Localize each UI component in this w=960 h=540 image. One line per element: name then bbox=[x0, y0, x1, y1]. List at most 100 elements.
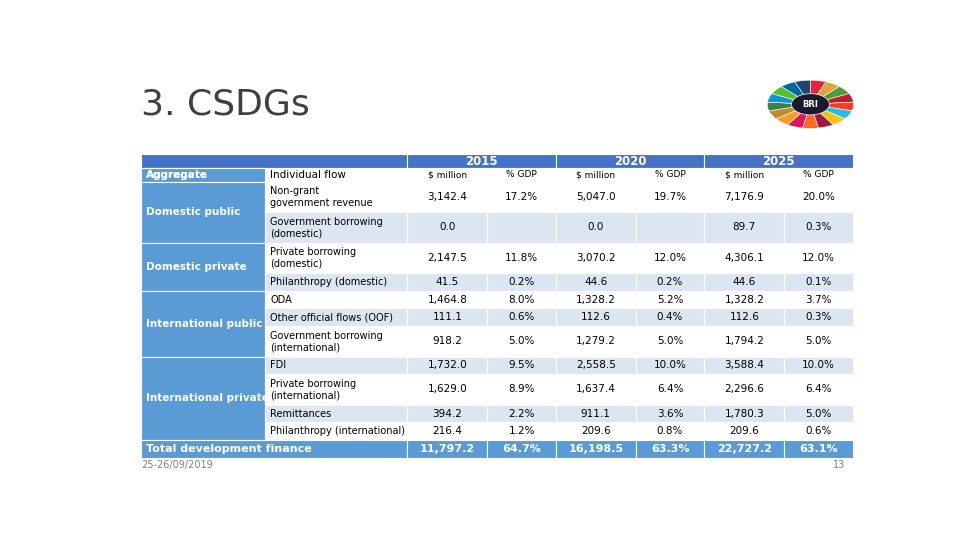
FancyBboxPatch shape bbox=[141, 440, 407, 458]
Text: Non-grant
government revenue: Non-grant government revenue bbox=[270, 186, 372, 208]
Text: Philanthropy (international): Philanthropy (international) bbox=[270, 426, 405, 436]
FancyBboxPatch shape bbox=[556, 404, 636, 422]
Text: 2.2%: 2.2% bbox=[509, 409, 535, 419]
Text: 17.2%: 17.2% bbox=[505, 192, 539, 202]
Text: 0.0: 0.0 bbox=[588, 222, 604, 232]
FancyBboxPatch shape bbox=[265, 181, 407, 212]
FancyBboxPatch shape bbox=[705, 291, 784, 308]
FancyBboxPatch shape bbox=[636, 168, 705, 181]
Text: 111.1: 111.1 bbox=[432, 312, 463, 322]
FancyBboxPatch shape bbox=[784, 326, 852, 356]
Text: 5,047.0: 5,047.0 bbox=[576, 192, 615, 202]
Text: $ million: $ million bbox=[576, 170, 615, 179]
FancyBboxPatch shape bbox=[636, 374, 705, 404]
Text: 0.0: 0.0 bbox=[439, 222, 456, 232]
Text: 41.5: 41.5 bbox=[436, 277, 459, 287]
Text: 1,464.8: 1,464.8 bbox=[427, 295, 468, 305]
FancyBboxPatch shape bbox=[705, 326, 784, 356]
FancyBboxPatch shape bbox=[705, 404, 784, 422]
FancyBboxPatch shape bbox=[407, 154, 556, 168]
Text: Aggregate: Aggregate bbox=[146, 170, 208, 180]
FancyBboxPatch shape bbox=[556, 181, 636, 212]
Wedge shape bbox=[772, 86, 810, 104]
FancyBboxPatch shape bbox=[784, 374, 852, 404]
FancyBboxPatch shape bbox=[407, 273, 488, 291]
FancyBboxPatch shape bbox=[265, 212, 407, 242]
Text: % GDP: % GDP bbox=[655, 170, 685, 179]
FancyBboxPatch shape bbox=[705, 422, 784, 440]
FancyBboxPatch shape bbox=[636, 422, 705, 440]
FancyBboxPatch shape bbox=[556, 356, 636, 374]
Wedge shape bbox=[776, 104, 810, 125]
FancyBboxPatch shape bbox=[636, 440, 705, 458]
Text: 2025: 2025 bbox=[762, 154, 795, 167]
Text: 5.2%: 5.2% bbox=[657, 295, 684, 305]
Wedge shape bbox=[767, 102, 810, 111]
FancyBboxPatch shape bbox=[556, 422, 636, 440]
Wedge shape bbox=[810, 104, 845, 125]
Wedge shape bbox=[767, 93, 810, 104]
Text: International private: International private bbox=[146, 393, 269, 403]
Text: 1,637.4: 1,637.4 bbox=[576, 384, 615, 394]
Wedge shape bbox=[810, 93, 853, 104]
Text: Private borrowing
(international): Private borrowing (international) bbox=[270, 379, 356, 400]
Text: 12.0%: 12.0% bbox=[654, 253, 686, 263]
Text: 44.6: 44.6 bbox=[732, 277, 756, 287]
Text: 216.4: 216.4 bbox=[432, 426, 463, 436]
Text: 10.0%: 10.0% bbox=[802, 360, 835, 370]
FancyBboxPatch shape bbox=[636, 356, 705, 374]
FancyBboxPatch shape bbox=[556, 154, 705, 168]
Text: 2015: 2015 bbox=[466, 154, 498, 167]
FancyBboxPatch shape bbox=[636, 273, 705, 291]
FancyBboxPatch shape bbox=[784, 181, 852, 212]
Text: Remittances: Remittances bbox=[270, 409, 331, 419]
Text: Individual flow: Individual flow bbox=[270, 170, 346, 180]
FancyBboxPatch shape bbox=[141, 168, 265, 181]
Text: $ million: $ million bbox=[428, 170, 467, 179]
FancyBboxPatch shape bbox=[265, 308, 407, 326]
Text: 3,588.4: 3,588.4 bbox=[725, 360, 764, 370]
FancyBboxPatch shape bbox=[488, 181, 556, 212]
FancyBboxPatch shape bbox=[407, 374, 488, 404]
Text: 1.2%: 1.2% bbox=[509, 426, 535, 436]
Wedge shape bbox=[810, 82, 839, 104]
FancyBboxPatch shape bbox=[488, 440, 556, 458]
Text: 89.7: 89.7 bbox=[732, 222, 756, 232]
Text: 112.6: 112.6 bbox=[730, 312, 759, 322]
FancyBboxPatch shape bbox=[556, 212, 636, 242]
Text: 44.6: 44.6 bbox=[585, 277, 608, 287]
Text: 2020: 2020 bbox=[613, 154, 646, 167]
FancyBboxPatch shape bbox=[784, 273, 852, 291]
Text: 19.7%: 19.7% bbox=[654, 192, 686, 202]
FancyBboxPatch shape bbox=[556, 291, 636, 308]
FancyBboxPatch shape bbox=[556, 168, 636, 181]
FancyBboxPatch shape bbox=[488, 242, 556, 273]
Text: 8.0%: 8.0% bbox=[509, 295, 535, 305]
Text: Other official flows (OOF): Other official flows (OOF) bbox=[270, 312, 394, 322]
Text: 2,296.6: 2,296.6 bbox=[725, 384, 764, 394]
Text: % GDP: % GDP bbox=[804, 170, 834, 179]
Text: 11,797.2: 11,797.2 bbox=[420, 444, 475, 454]
Text: Aggregate: Aggregate bbox=[146, 170, 208, 180]
Text: 1,629.0: 1,629.0 bbox=[427, 384, 468, 394]
FancyBboxPatch shape bbox=[705, 242, 784, 273]
FancyBboxPatch shape bbox=[556, 242, 636, 273]
Text: 4,306.1: 4,306.1 bbox=[725, 253, 764, 263]
Wedge shape bbox=[810, 102, 853, 111]
FancyBboxPatch shape bbox=[488, 291, 556, 308]
FancyBboxPatch shape bbox=[407, 440, 488, 458]
FancyBboxPatch shape bbox=[488, 422, 556, 440]
Text: 911.1: 911.1 bbox=[581, 409, 611, 419]
Text: Government borrowing
(domestic): Government borrowing (domestic) bbox=[270, 217, 383, 238]
Wedge shape bbox=[803, 104, 818, 129]
Wedge shape bbox=[810, 86, 849, 104]
Wedge shape bbox=[769, 104, 810, 119]
Text: 2,558.5: 2,558.5 bbox=[576, 360, 615, 370]
Text: 64.7%: 64.7% bbox=[502, 444, 541, 454]
Text: 3.7%: 3.7% bbox=[805, 295, 831, 305]
Text: FDI: FDI bbox=[270, 360, 286, 370]
Text: 209.6: 209.6 bbox=[581, 426, 611, 436]
FancyBboxPatch shape bbox=[636, 291, 705, 308]
FancyBboxPatch shape bbox=[705, 374, 784, 404]
Text: 918.2: 918.2 bbox=[432, 336, 463, 346]
